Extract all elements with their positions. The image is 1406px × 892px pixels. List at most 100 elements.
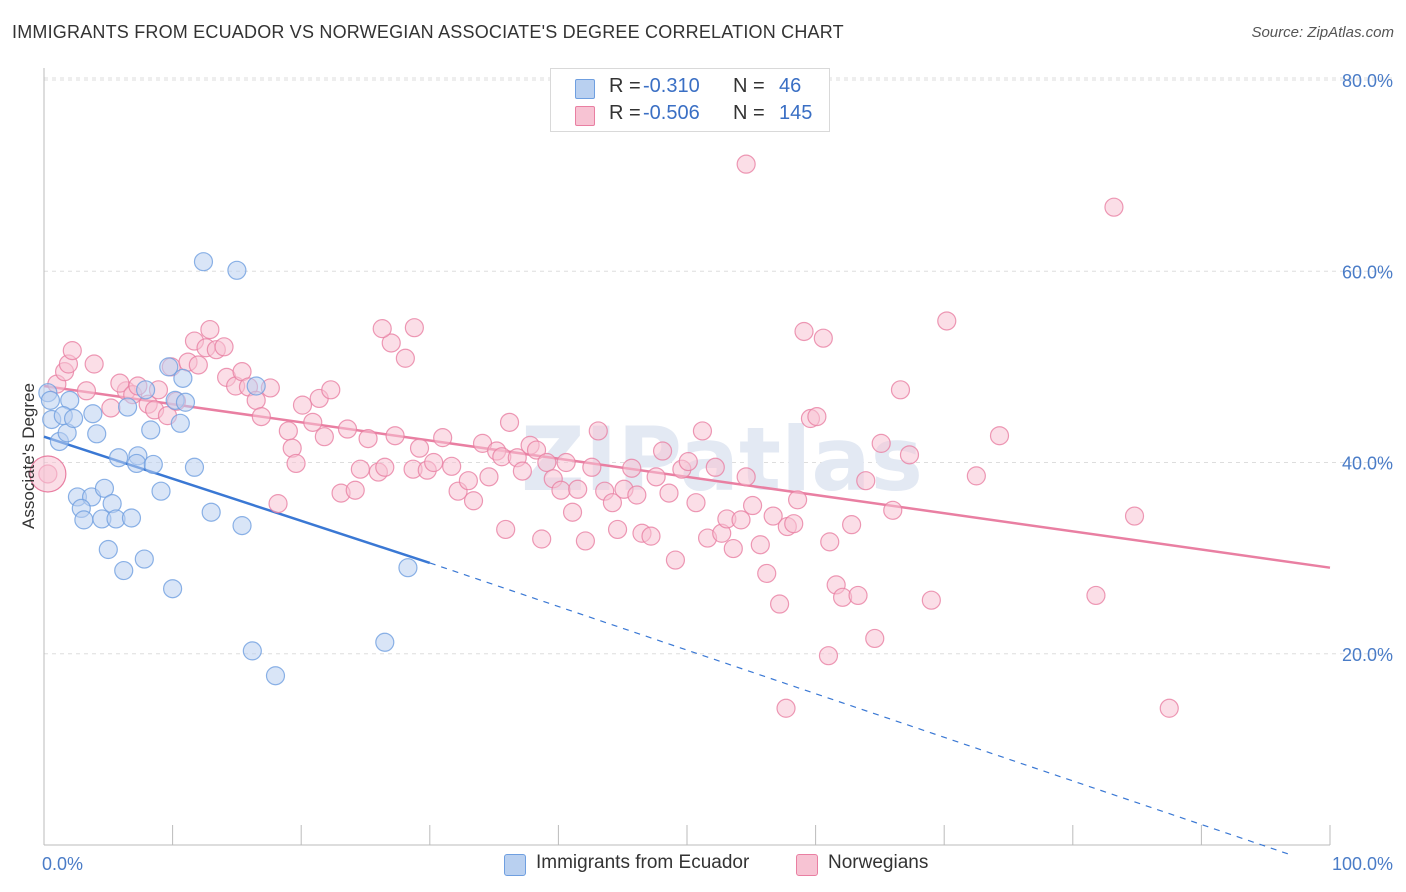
y-tick-labels: 20.0% 40.0% 60.0% 80.0% xyxy=(1342,71,1393,665)
norwegian-point xyxy=(842,515,862,535)
norwegian-point xyxy=(551,480,571,500)
norwegian-point xyxy=(966,466,986,486)
norwegian-point xyxy=(214,337,234,357)
norwegian-point xyxy=(76,381,97,401)
norwegian-point xyxy=(787,490,808,510)
norwegian-point xyxy=(556,452,576,473)
norwegian-point xyxy=(582,457,602,477)
norwegian-point xyxy=(84,354,104,374)
ecuador-point xyxy=(375,632,395,652)
legend-r-value: -0.506 xyxy=(643,102,700,124)
ecuador-point xyxy=(117,397,138,417)
norwegian-point xyxy=(358,428,378,449)
norwegian-point xyxy=(314,427,334,447)
norwegian-point xyxy=(395,348,415,368)
norwegian-point xyxy=(646,467,666,487)
norwegian-point xyxy=(807,407,827,427)
norwegian-point xyxy=(731,510,751,530)
norwegian-point xyxy=(818,646,839,666)
y-tick-label: 80.0% xyxy=(1342,71,1393,91)
legend-n-value: 145 xyxy=(779,102,813,124)
legend-swatch-ecuador xyxy=(575,79,595,99)
ecuador-point xyxy=(265,666,286,686)
norwegian-point xyxy=(899,445,920,465)
data-points xyxy=(29,154,1179,718)
norwegian-point xyxy=(442,456,462,476)
norwegian-point xyxy=(458,471,478,491)
ecuador-point xyxy=(121,508,142,528)
ecuador-point xyxy=(87,424,107,444)
legend-swatch xyxy=(504,854,526,876)
norwegian-point xyxy=(433,428,453,448)
norwegian-point xyxy=(848,585,868,606)
norwegian-point xyxy=(532,529,552,549)
ecuador-point xyxy=(143,454,163,475)
legend-label: Immigrants from Ecuador xyxy=(536,852,750,873)
legend-swatch-norwegians xyxy=(575,106,595,126)
legend-label: Norwegians xyxy=(828,852,929,873)
y-tick-label: 40.0% xyxy=(1342,454,1393,474)
norwegian-point xyxy=(769,594,790,614)
norwegian-point xyxy=(641,526,661,546)
norwegian-point xyxy=(736,154,756,174)
norwegian-point xyxy=(763,506,783,526)
norwegian-point xyxy=(385,426,405,446)
norwegian-point xyxy=(188,355,208,375)
chart-title: IMMIGRANTS FROM ECUADOR VS NORWEGIAN ASS… xyxy=(12,22,844,42)
ecuador-trend-extension xyxy=(429,562,1291,856)
norwegian-point xyxy=(686,493,706,513)
norwegian-point xyxy=(588,421,608,441)
norwegian-point xyxy=(381,333,401,353)
stats-legend: R = -0.310 N = 46 R = -0.506 N = 145 xyxy=(550,68,830,132)
norwegian-point xyxy=(602,493,623,513)
norwegian-point xyxy=(865,628,885,649)
norwegian-point xyxy=(479,467,499,487)
ecuador-point xyxy=(108,448,129,468)
ecuador-trend-line xyxy=(43,435,431,565)
legend-swatch xyxy=(796,854,818,876)
y-tick-label: 20.0% xyxy=(1342,645,1393,665)
ecuador-point xyxy=(175,392,196,412)
norwegian-point xyxy=(736,467,756,487)
norwegian-point xyxy=(665,550,686,570)
legend-r-label: R = xyxy=(609,102,641,124)
ecuador-point xyxy=(74,510,94,530)
y-tick-label: 60.0% xyxy=(1342,262,1393,282)
norwegian-point xyxy=(409,438,430,458)
norwegian-point xyxy=(372,319,392,339)
ecuador-point xyxy=(227,260,247,280)
legend-n-label: N = xyxy=(733,102,765,124)
norwegian-point xyxy=(251,407,271,427)
norwegian-point xyxy=(813,328,833,348)
norwegian-point xyxy=(350,459,370,479)
norwegian-point xyxy=(463,491,484,511)
norwegian-point xyxy=(890,380,911,400)
ecuador-point xyxy=(170,413,190,433)
norwegian-point-large xyxy=(29,455,67,493)
ecuador-point xyxy=(232,516,252,536)
ecuador-point xyxy=(193,252,214,272)
legend-n-label: N = xyxy=(733,75,765,97)
norwegian-point xyxy=(512,461,532,481)
ecuador-point xyxy=(134,549,154,569)
norwegian-point xyxy=(568,479,588,499)
norwegian-point xyxy=(424,452,444,473)
norwegian-point xyxy=(278,421,298,441)
norwegian-point xyxy=(499,412,520,432)
ecuador-point xyxy=(98,539,118,560)
norwegian-point xyxy=(723,538,743,559)
norwegian-point xyxy=(526,440,547,460)
norwegian-point xyxy=(375,457,395,477)
norwegian-point xyxy=(62,341,82,361)
norwegian-point xyxy=(794,321,814,342)
norwegian-point xyxy=(286,453,306,474)
ecuador-point xyxy=(201,502,221,522)
norwegian-point xyxy=(659,483,679,503)
norwegian-point xyxy=(856,471,876,491)
ecuador-point xyxy=(398,558,418,578)
ecuador-point xyxy=(151,481,171,501)
norwegian-point xyxy=(883,500,903,520)
x-tick-label: 100.0% xyxy=(1332,854,1393,874)
norwegian-point xyxy=(622,458,642,478)
x-tick-labels: 0.0% 100.0% xyxy=(42,854,1393,874)
